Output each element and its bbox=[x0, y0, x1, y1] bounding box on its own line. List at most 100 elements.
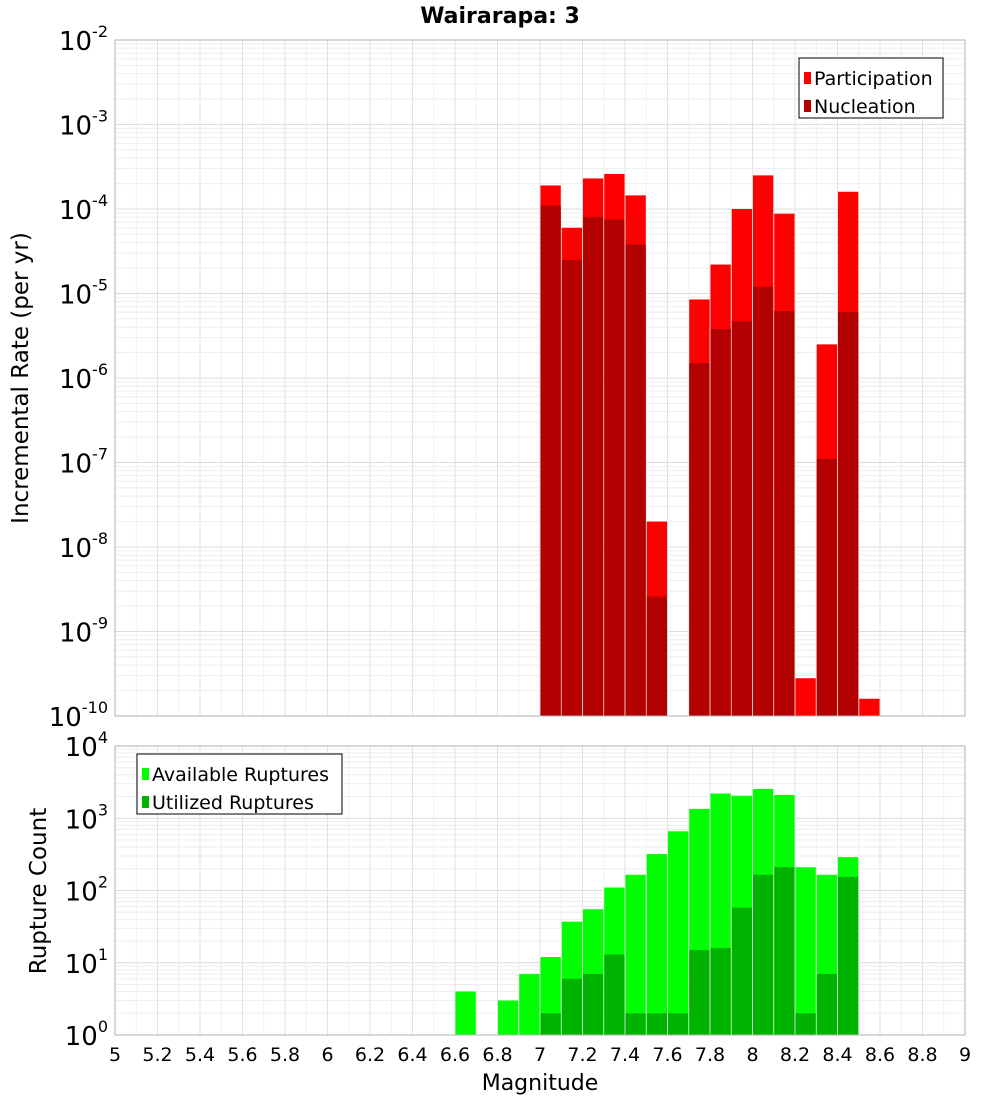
bottom-bar-series2 bbox=[540, 1013, 561, 1035]
bottom-bar-series2 bbox=[625, 1013, 646, 1035]
top-bar-series2 bbox=[625, 244, 646, 716]
top-bar-series2 bbox=[774, 311, 795, 716]
y-tick-label: 10-4 bbox=[59, 191, 108, 226]
bottom-bar-series2 bbox=[795, 1013, 816, 1035]
x-tick-label: 7.6 bbox=[652, 1044, 682, 1066]
bottom-bar-series2 bbox=[689, 950, 710, 1035]
x-tick-labels: 5 5.2 5.4 5.6 5.8 6 6.2 6.4 6.6 6.8 7 7.2 7.4 7.6 7.8 8… bbox=[109, 1044, 971, 1066]
top-bar-series2 bbox=[604, 219, 625, 717]
bottom-bar-series2 bbox=[582, 973, 604, 1035]
top-bar-series2 bbox=[710, 329, 731, 716]
top-bar-series1 bbox=[859, 698, 880, 716]
bottom-plot-frame bbox=[114, 745, 966, 1036]
legend-swatch bbox=[804, 72, 811, 84]
x-tick-label: 5.6 bbox=[227, 1044, 257, 1066]
bottom-bar-series2 bbox=[816, 973, 838, 1035]
bottom-legend: Available Ruptures Utilized Ruptures bbox=[136, 753, 343, 815]
top-plot-frame bbox=[114, 39, 966, 717]
y-tick-label: 104 bbox=[65, 728, 108, 763]
legend-label: Participation bbox=[814, 68, 933, 90]
x-tick-label: 7.4 bbox=[610, 1044, 640, 1066]
x-tick-label: 8.4 bbox=[822, 1044, 852, 1066]
top-bar-series2 bbox=[561, 259, 583, 716]
legend-box bbox=[798, 57, 944, 119]
x-tick-label: 6.8 bbox=[482, 1044, 512, 1066]
x-tick-label: 5.2 bbox=[142, 1044, 172, 1066]
x-tick-label: 8.2 bbox=[780, 1044, 810, 1066]
bottom-bars bbox=[455, 788, 859, 1035]
y-tick-label: 10-10 bbox=[49, 698, 108, 733]
top-panel: 10-2 10-3 10-4 10-5 10-6 10-7 10-8 10-9 10-10 In… bbox=[8, 22, 966, 733]
bottom-panel: 104 103 102 101 100 Rupture Count Available … bbox=[26, 728, 971, 1096]
y-tick-label: 10-3 bbox=[59, 107, 108, 142]
legend-swatch bbox=[142, 796, 149, 808]
legend-label: Utilized Ruptures bbox=[152, 792, 314, 814]
top-bar-series2 bbox=[816, 459, 838, 716]
bottom-y-tick-labels: 104 103 102 101 100 bbox=[65, 728, 108, 1052]
y-tick-label: 101 bbox=[65, 945, 108, 980]
x-tick-label: 5 bbox=[109, 1044, 121, 1066]
top-bar-series2 bbox=[731, 321, 753, 716]
top-bar-series2 bbox=[837, 312, 859, 716]
bottom-bar-series1 bbox=[625, 874, 646, 1035]
bottom-bar-series1 bbox=[795, 867, 816, 1035]
top-bar-series2 bbox=[689, 363, 710, 716]
x-tick-label: 7 bbox=[534, 1044, 546, 1066]
bottom-bar-series2 bbox=[731, 907, 753, 1035]
x-tick-label: 6 bbox=[321, 1044, 333, 1066]
x-axis-label: Magnitude bbox=[482, 1071, 599, 1096]
bottom-bar-series2 bbox=[774, 867, 795, 1035]
x-tick-label: 8.6 bbox=[865, 1044, 895, 1066]
top-bars bbox=[540, 173, 880, 717]
top-bar-series1 bbox=[795, 678, 816, 716]
legend-box bbox=[136, 753, 343, 815]
top-y-axis-label: Incremental Rate (per yr) bbox=[8, 232, 34, 524]
x-tick-label: 6.6 bbox=[440, 1044, 470, 1066]
y-tick-label: 10-2 bbox=[59, 22, 108, 57]
x-tick-label: 7.8 bbox=[695, 1044, 725, 1066]
top-bar-series2 bbox=[540, 205, 561, 716]
x-tick-label: 9 bbox=[959, 1044, 971, 1066]
y-tick-label: 10-8 bbox=[59, 529, 108, 564]
top-bar-series2 bbox=[752, 286, 774, 716]
x-tick-label: 6.2 bbox=[355, 1044, 385, 1066]
y-tick-label: 103 bbox=[65, 800, 108, 835]
x-tick-label: 8.8 bbox=[907, 1044, 937, 1066]
bottom-bar-series2 bbox=[752, 874, 774, 1035]
bottom-bar-series1 bbox=[455, 991, 476, 1035]
bottom-bar-series1 bbox=[667, 831, 689, 1035]
bottom-y-axis-label: Rupture Count bbox=[26, 808, 52, 974]
bottom-bar-series2 bbox=[604, 954, 625, 1035]
top-bar-series2 bbox=[582, 217, 604, 716]
x-tick-label: 6.4 bbox=[397, 1044, 427, 1066]
top-grid bbox=[115, 40, 966, 717]
top-y-tick-labels: 10-2 10-3 10-4 10-5 10-6 10-7 10-8 10-9 10-10 bbox=[49, 22, 108, 733]
top-legend: Participation Nucleation bbox=[798, 57, 944, 119]
y-tick-label: 100 bbox=[65, 1017, 108, 1052]
y-tick-label: 10-9 bbox=[59, 614, 108, 649]
legend-swatch bbox=[142, 768, 149, 780]
x-tick-label: 5.8 bbox=[270, 1044, 300, 1066]
x-tick-label: 8 bbox=[746, 1044, 758, 1066]
bottom-bar-series2 bbox=[837, 876, 859, 1035]
bottom-bar-series1 bbox=[646, 854, 668, 1035]
legend-swatch bbox=[804, 100, 811, 112]
y-tick-label: 10-7 bbox=[59, 445, 108, 480]
legend-label: Available Ruptures bbox=[152, 764, 329, 786]
bottom-bar-series2 bbox=[646, 1013, 668, 1035]
bottom-bar-series2 bbox=[561, 978, 583, 1035]
x-tick-label: 5.4 bbox=[185, 1044, 215, 1066]
bottom-bar-series1 bbox=[519, 973, 540, 1035]
y-tick-label: 10-6 bbox=[59, 360, 108, 395]
chart-title: Wairarapa: 3 bbox=[420, 4, 580, 29]
bottom-bar-series2 bbox=[667, 1013, 689, 1035]
bottom-bar-series1 bbox=[497, 1000, 519, 1035]
x-tick-label: 7.2 bbox=[567, 1044, 597, 1066]
legend-label: Nucleation bbox=[814, 96, 916, 118]
y-tick-label: 102 bbox=[65, 873, 108, 908]
bottom-bar-series2 bbox=[710, 948, 731, 1035]
y-tick-label: 10-5 bbox=[59, 276, 108, 311]
top-bar-series2 bbox=[646, 596, 668, 716]
